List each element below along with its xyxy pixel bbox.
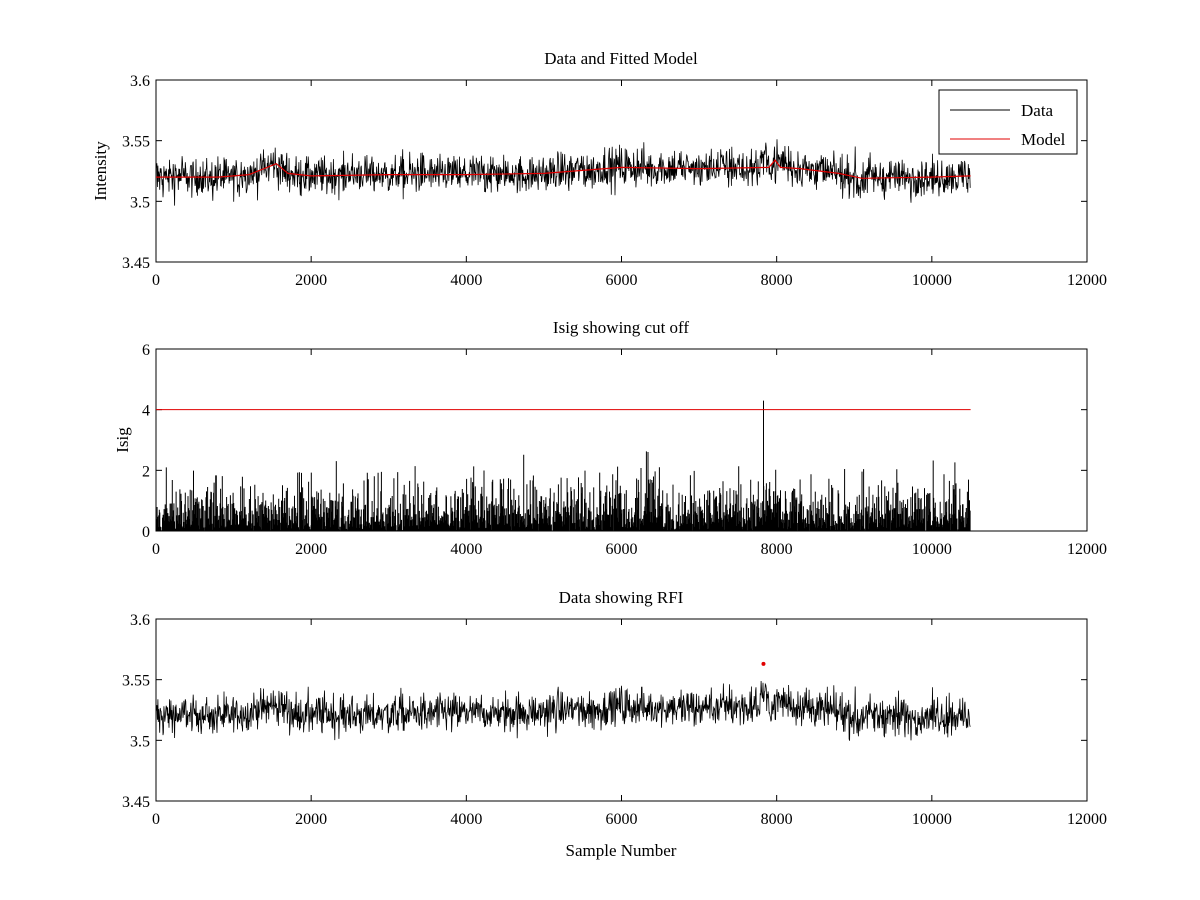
y-tick-label: 3.5	[130, 194, 150, 211]
y-tick-label: 3.55	[122, 673, 150, 690]
x-tick-label: 0	[152, 811, 160, 828]
x-tick-label: 10000	[912, 811, 952, 828]
y-tick-label: 0	[142, 524, 150, 541]
y-tick-label: 3.6	[130, 612, 150, 629]
panel-isig-cutoff: Isig showing cut off Isig 0 2000 4000 6000 8…	[113, 318, 1107, 558]
rfi-point	[761, 661, 766, 666]
x-tick-label: 8000	[761, 541, 793, 558]
x-axis-label: Sample Number	[566, 841, 677, 860]
x-tick-label: 12000	[1067, 811, 1107, 828]
legend: Data Model	[938, 89, 1078, 155]
panel-title: Data showing RFI	[559, 588, 684, 607]
x-tick-label: 10000	[912, 541, 952, 558]
x-tick-label: 2000	[295, 811, 327, 828]
plot-area: 0 2000 4000 6000 8000 10000 12000 0 2 4 6	[142, 342, 1107, 558]
x-tick-label: 8000	[761, 811, 793, 828]
series-data-line	[155, 680, 971, 741]
y-tick-label: 3.6	[130, 73, 150, 90]
x-tick-label: 6000	[606, 272, 638, 289]
legend-label-model: Model	[1021, 130, 1066, 149]
panel-title: Isig showing cut off	[553, 318, 689, 337]
x-tick-label: 0	[152, 541, 160, 558]
x-tick-label: 12000	[1067, 272, 1107, 289]
y-axis-label: Isig	[113, 427, 132, 453]
x-tick-label: 2000	[295, 541, 327, 558]
x-tick-label: 6000	[606, 811, 638, 828]
y-tick-label: 3.45	[122, 794, 150, 811]
x-tick-label: 6000	[606, 541, 638, 558]
series-model-line	[156, 159, 971, 179]
y-tick-label: 6	[142, 342, 150, 359]
axes-frame	[155, 79, 1088, 263]
panel-data-fitted-model: Data and Fitted Model Intensity 0 2000 400…	[91, 49, 1107, 289]
legend-label-data: Data	[1021, 101, 1054, 120]
x-tick-label: 0	[152, 272, 160, 289]
y-tick-label: 2	[142, 463, 150, 480]
panel-title: Data and Fitted Model	[544, 49, 698, 68]
x-tick-label: 10000	[912, 272, 952, 289]
y-tick-label: 4	[142, 403, 150, 420]
x-tick-label: 2000	[295, 272, 327, 289]
x-tick-label: 8000	[761, 272, 793, 289]
y-axis-label: Intensity	[91, 141, 110, 201]
plot-area: 0 2000 4000 6000 8000 10000 12000 3.45 3.5 3.55 3.…	[122, 73, 1107, 289]
y-tick-label: 3.45	[122, 255, 150, 272]
series-isig-bars	[155, 400, 971, 531]
plot-area: 0 2000 4000 6000 8000 10000 12000 3.45 3.5 3.55 3.…	[122, 612, 1107, 828]
panel-data-rfi: Data showing RFI Sample Number 0 2000 4000…	[122, 588, 1107, 860]
y-tick-label: 3.55	[122, 134, 150, 151]
y-tick-label: 3.5	[130, 733, 150, 750]
x-tick-label: 4000	[450, 272, 482, 289]
axes-frame	[155, 348, 1088, 532]
legend-box	[938, 89, 1078, 155]
x-tick-label: 12000	[1067, 541, 1107, 558]
x-tick-label: 4000	[450, 811, 482, 828]
x-tick-label: 4000	[450, 541, 482, 558]
